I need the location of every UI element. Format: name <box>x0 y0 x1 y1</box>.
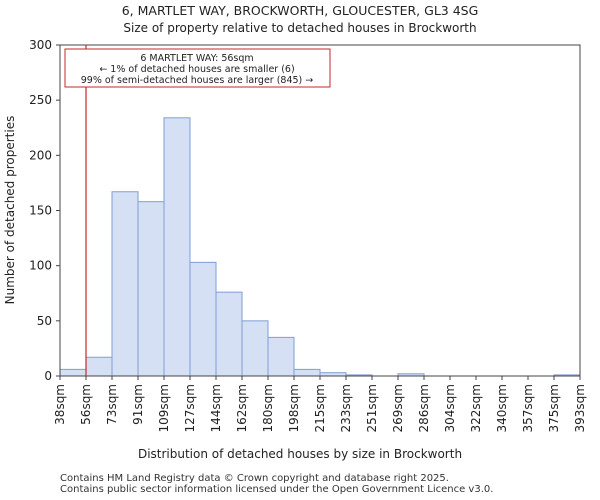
y-tick-label: 200 <box>29 148 52 162</box>
y-axis-label: Number of detached properties <box>3 116 17 305</box>
x-tick-label: 162sqm <box>235 384 249 432</box>
x-tick-label: 340sqm <box>495 384 509 432</box>
y-axis-ticks: 0 50 100 150 200 250 300 <box>29 38 60 383</box>
annotation-box: 6 MARTLET WAY: 56sqm ← 1% of detached ho… <box>64 48 331 88</box>
histogram-chart: 6, MARTLET WAY, BROCKWORTH, GLOUCESTER, … <box>3 3 587 461</box>
x-tick-label: 233sqm <box>339 384 353 432</box>
footer-line-1: Contains HM Land Registry data © Crown c… <box>60 473 449 484</box>
x-tick-label: 127sqm <box>183 384 197 432</box>
histogram-bar <box>189 261 217 377</box>
bars <box>59 117 581 377</box>
y-tick-label: 100 <box>29 259 52 273</box>
histogram-bar <box>85 356 113 377</box>
y-tick-label: 150 <box>29 204 52 218</box>
y-tick-label: 250 <box>29 93 52 107</box>
x-tick-label: 304sqm <box>443 384 457 432</box>
histogram-bar <box>111 191 139 377</box>
x-tick-label: 180sqm <box>261 384 275 432</box>
x-tick-label: 56sqm <box>79 384 93 425</box>
x-tick-label: 357sqm <box>521 384 535 432</box>
footer: Contains HM Land Registry data © Crown c… <box>60 473 493 495</box>
x-tick-label: 215sqm <box>313 384 327 432</box>
x-axis-label: Distribution of detached houses by size … <box>138 447 462 461</box>
y-tick-label: 0 <box>44 369 52 383</box>
footer-line-2: Contains public sector information licen… <box>60 484 494 495</box>
x-axis-ticks: 38sqm 56sqm 73sqm 91sqm 109sqm 127sqm 144sqm 16… <box>53 376 587 432</box>
annotation-line-1: 6 MARTLET WAY: 56sqm <box>140 53 253 64</box>
x-tick-label: 251sqm <box>365 384 379 432</box>
histogram-bar <box>293 368 321 377</box>
x-tick-label: 393sqm <box>573 384 587 432</box>
annotation-line-2: ← 1% of detached houses are smaller (6) <box>99 64 294 75</box>
x-tick-label: 269sqm <box>391 384 405 432</box>
chart-title: 6, MARTLET WAY, BROCKWORTH, GLOUCESTER, … <box>122 3 479 18</box>
x-tick-label: 198sqm <box>287 384 301 432</box>
histogram-bar <box>267 336 295 377</box>
x-tick-label: 73sqm <box>105 384 119 425</box>
x-tick-label: 286sqm <box>417 384 431 432</box>
histogram-bar <box>59 368 87 377</box>
histogram-bar <box>215 291 243 377</box>
histogram-bar <box>137 201 165 377</box>
x-tick-label: 109sqm <box>157 384 171 432</box>
y-tick-label: 50 <box>37 314 52 328</box>
x-tick-label: 38sqm <box>53 384 67 425</box>
x-tick-label: 322sqm <box>469 384 483 432</box>
histogram-bar <box>241 320 269 377</box>
y-tick-label: 300 <box>29 38 52 52</box>
x-tick-label: 91sqm <box>131 384 145 425</box>
chart-subtitle: Size of property relative to detached ho… <box>123 21 476 35</box>
histogram-bar <box>163 117 191 377</box>
x-tick-label: 375sqm <box>547 384 561 432</box>
x-tick-label: 144sqm <box>209 384 223 432</box>
annotation-line-3: 99% of semi-detached houses are larger (… <box>81 75 314 86</box>
